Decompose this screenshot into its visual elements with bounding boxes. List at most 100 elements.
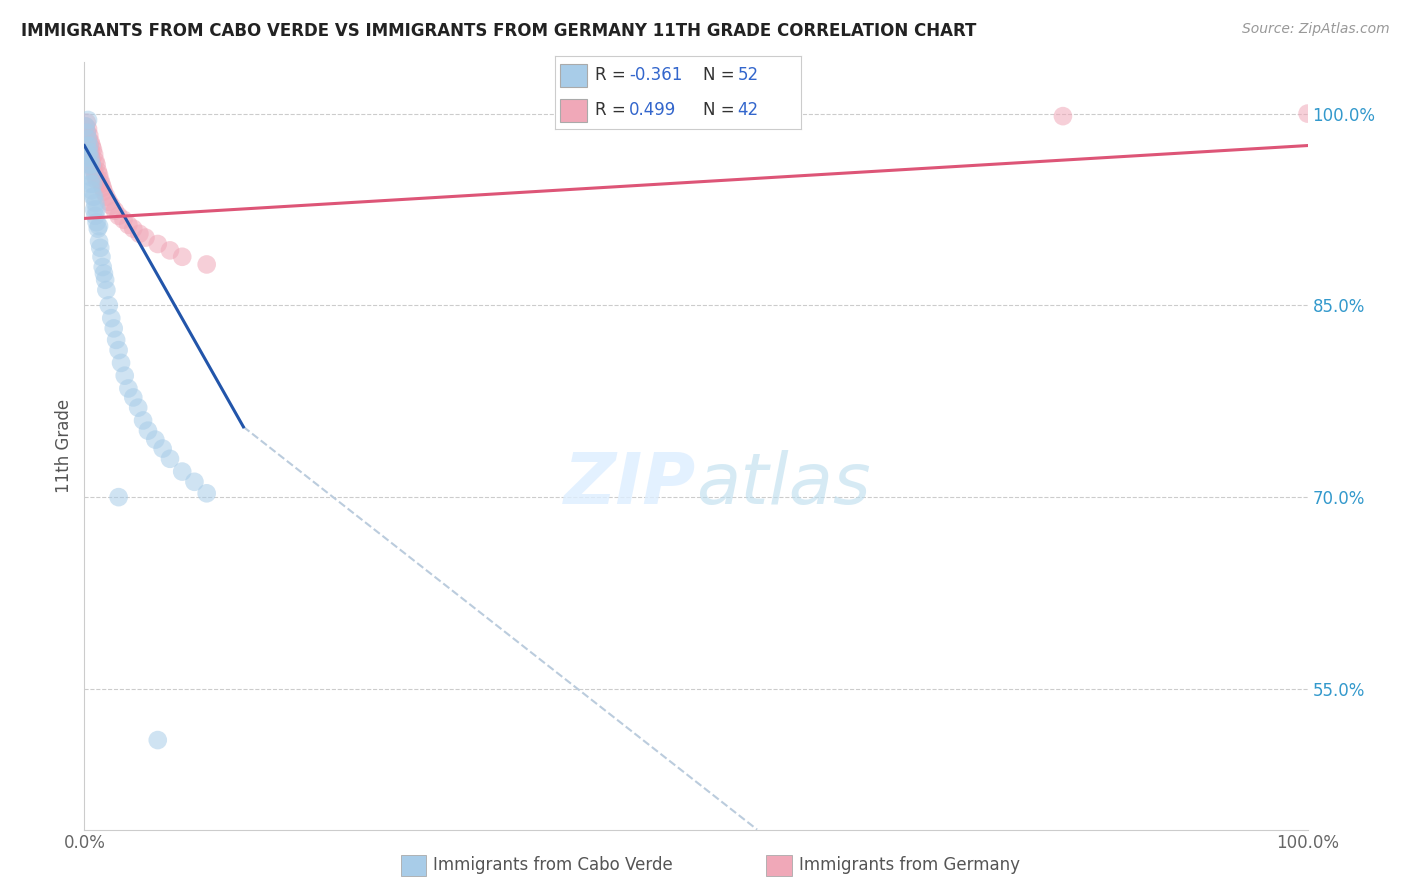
Y-axis label: 11th Grade: 11th Grade [55, 399, 73, 493]
Point [159, 451, 181, 466]
Point [93, 266, 115, 280]
Point [89, 241, 111, 255]
Point [91, 260, 114, 274]
Point [1052, 109, 1074, 123]
Point [159, 244, 181, 258]
FancyBboxPatch shape [561, 63, 588, 87]
Point [97, 194, 120, 209]
Point [80, 158, 103, 172]
Text: R =: R = [595, 101, 631, 119]
Point [84, 196, 107, 211]
Point [90, 177, 112, 191]
Point [77, 112, 100, 127]
Point [80, 183, 103, 197]
Point [96, 189, 118, 203]
Point [77, 147, 100, 161]
Point [172, 465, 194, 479]
Point [84, 209, 107, 223]
FancyBboxPatch shape [561, 99, 588, 122]
Point [82, 189, 104, 203]
Point [77, 138, 100, 153]
Text: 52: 52 [738, 66, 759, 84]
Point [100, 199, 122, 213]
Point [172, 250, 194, 264]
Text: N =: N = [703, 101, 740, 119]
Point [122, 221, 145, 235]
Point [80, 153, 103, 168]
Point [152, 442, 174, 456]
Point [82, 161, 104, 175]
Point [132, 413, 155, 427]
Point [79, 135, 101, 149]
Point [76, 126, 98, 140]
Point [114, 368, 136, 383]
Point [77, 122, 100, 136]
Point [110, 356, 132, 370]
Point [107, 490, 129, 504]
Point [84, 169, 107, 184]
Point [86, 173, 108, 187]
Point [79, 164, 101, 178]
Point [76, 138, 98, 153]
Point [79, 151, 101, 165]
Text: 0.499: 0.499 [630, 101, 676, 119]
Text: 42: 42 [738, 101, 759, 119]
Point [107, 209, 129, 223]
Point [77, 138, 100, 153]
Point [195, 257, 218, 271]
Point [77, 145, 100, 159]
Point [86, 202, 108, 217]
Point [146, 733, 169, 747]
Point [112, 212, 135, 227]
Point [84, 153, 107, 168]
Point [183, 475, 205, 489]
Point [87, 221, 110, 235]
Point [117, 218, 139, 232]
Point [87, 164, 110, 178]
Point [103, 321, 125, 335]
Text: N =: N = [703, 66, 740, 84]
Text: Source: ZipAtlas.com: Source: ZipAtlas.com [1241, 22, 1389, 37]
Text: Immigrants from Germany: Immigrants from Germany [799, 856, 1019, 874]
Point [117, 381, 139, 395]
Point [86, 215, 108, 229]
Point [100, 311, 122, 326]
Point [76, 115, 98, 129]
Point [146, 237, 169, 252]
Point [87, 219, 110, 233]
Point [77, 158, 100, 172]
Point [128, 227, 150, 241]
Point [77, 132, 100, 146]
Text: IMMIGRANTS FROM CABO VERDE VS IMMIGRANTS FROM GERMANY 11TH GRADE CORRELATION CHA: IMMIGRANTS FROM CABO VERDE VS IMMIGRANTS… [21, 22, 976, 40]
Text: atlas: atlas [696, 450, 870, 519]
Point [136, 424, 159, 438]
Point [104, 203, 127, 218]
Point [143, 433, 166, 447]
Point [87, 168, 110, 182]
Point [75, 120, 97, 134]
Point [96, 283, 118, 297]
Point [127, 401, 149, 415]
Point [83, 164, 105, 178]
Point [87, 235, 110, 249]
Point [83, 202, 105, 217]
Point [79, 177, 101, 191]
Point [83, 147, 105, 161]
Point [80, 138, 103, 153]
Text: -0.361: -0.361 [630, 66, 682, 84]
Point [93, 185, 115, 199]
Text: ZIP: ZIP [564, 450, 696, 519]
Point [91, 180, 114, 194]
Point [89, 173, 111, 187]
Point [105, 333, 128, 347]
Point [86, 158, 108, 172]
Point [1296, 106, 1319, 120]
Point [94, 273, 117, 287]
Point [107, 343, 129, 358]
Text: R =: R = [595, 66, 631, 84]
Point [76, 126, 98, 140]
Point [75, 120, 97, 134]
Point [83, 189, 105, 203]
Point [90, 250, 112, 264]
Point [82, 177, 104, 191]
